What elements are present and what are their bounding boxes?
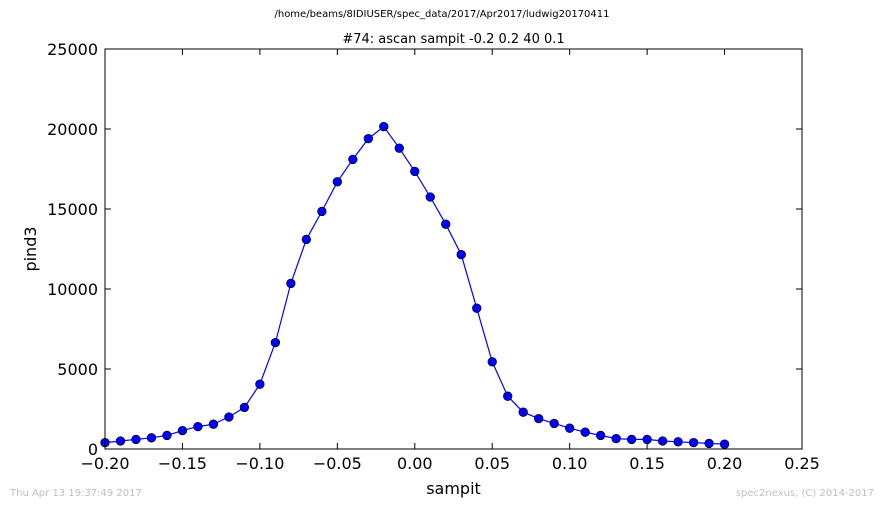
data-point	[565, 423, 575, 433]
data-point	[239, 402, 250, 413]
y-tick-label: 5000	[57, 360, 98, 379]
data-point	[487, 357, 497, 367]
data-point	[719, 439, 730, 449]
data-point	[410, 166, 420, 177]
y-tick-label: 15000	[47, 200, 98, 219]
data-point	[518, 407, 528, 417]
data-point	[177, 425, 188, 436]
data-point	[472, 303, 482, 313]
y-tick-label: 20000	[47, 120, 98, 139]
x-tick-label: −0.15	[158, 454, 207, 473]
data-point	[208, 419, 219, 429]
y-tick-label: 10000	[47, 280, 98, 299]
y-axis-label: pind3	[21, 226, 40, 271]
data-point	[394, 143, 404, 153]
data-point	[131, 434, 141, 445]
data-point	[441, 219, 451, 229]
data-point	[503, 391, 513, 401]
data-point	[270, 337, 281, 348]
data-point	[224, 412, 234, 422]
x-tick-label: 0.20	[707, 454, 743, 473]
data-point	[146, 433, 157, 443]
x-tick-label: −0.20	[80, 454, 129, 473]
x-tick-label: 0.15	[629, 454, 665, 473]
data-point	[673, 437, 683, 447]
footer-timestamp: Thu Apr 13 19:37:49 2017	[10, 488, 142, 499]
data-point	[642, 434, 652, 445]
data-point	[363, 133, 373, 144]
x-axis-label: sampit	[426, 479, 481, 498]
data-point	[425, 192, 435, 202]
figure-suptitle: /home/beams/8IDIUSER/spec_data/2017/Apr2…	[274, 9, 610, 20]
data-point	[115, 436, 126, 446]
y-tick-label: 25000	[47, 40, 98, 59]
data-point	[549, 418, 559, 429]
data-point	[456, 249, 466, 260]
data-point	[580, 427, 590, 437]
x-tick-label: 0.10	[552, 454, 588, 473]
data-point	[534, 413, 544, 424]
data-point	[286, 278, 296, 289]
y-tick-label: 0	[88, 440, 98, 459]
plot-area-frame	[104, 48, 803, 450]
footer-copyright: spec2nexus, (C) 2014-2017	[735, 488, 874, 499]
data-point	[348, 154, 358, 165]
data-point	[688, 437, 699, 448]
x-tick-label: −0.10	[235, 454, 284, 473]
x-tick-label: 0.00	[397, 454, 433, 473]
x-tick-label: −0.05	[313, 454, 362, 473]
data-point	[162, 430, 172, 441]
data-point	[657, 436, 668, 446]
data-point	[193, 421, 203, 432]
data-point	[301, 234, 312, 245]
data-point	[379, 121, 389, 132]
data-point	[626, 434, 637, 445]
data-point	[704, 438, 714, 449]
chart-title: #74: ascan sampit -0.2 0.2 40 0.1	[342, 32, 564, 47]
x-tick-label: 0.25	[784, 454, 820, 473]
data-point	[332, 177, 342, 187]
x-tick-label: 0.05	[474, 454, 510, 473]
data-point	[611, 433, 621, 444]
data-point	[255, 379, 265, 389]
data-point	[317, 206, 327, 217]
data-point	[595, 430, 606, 441]
